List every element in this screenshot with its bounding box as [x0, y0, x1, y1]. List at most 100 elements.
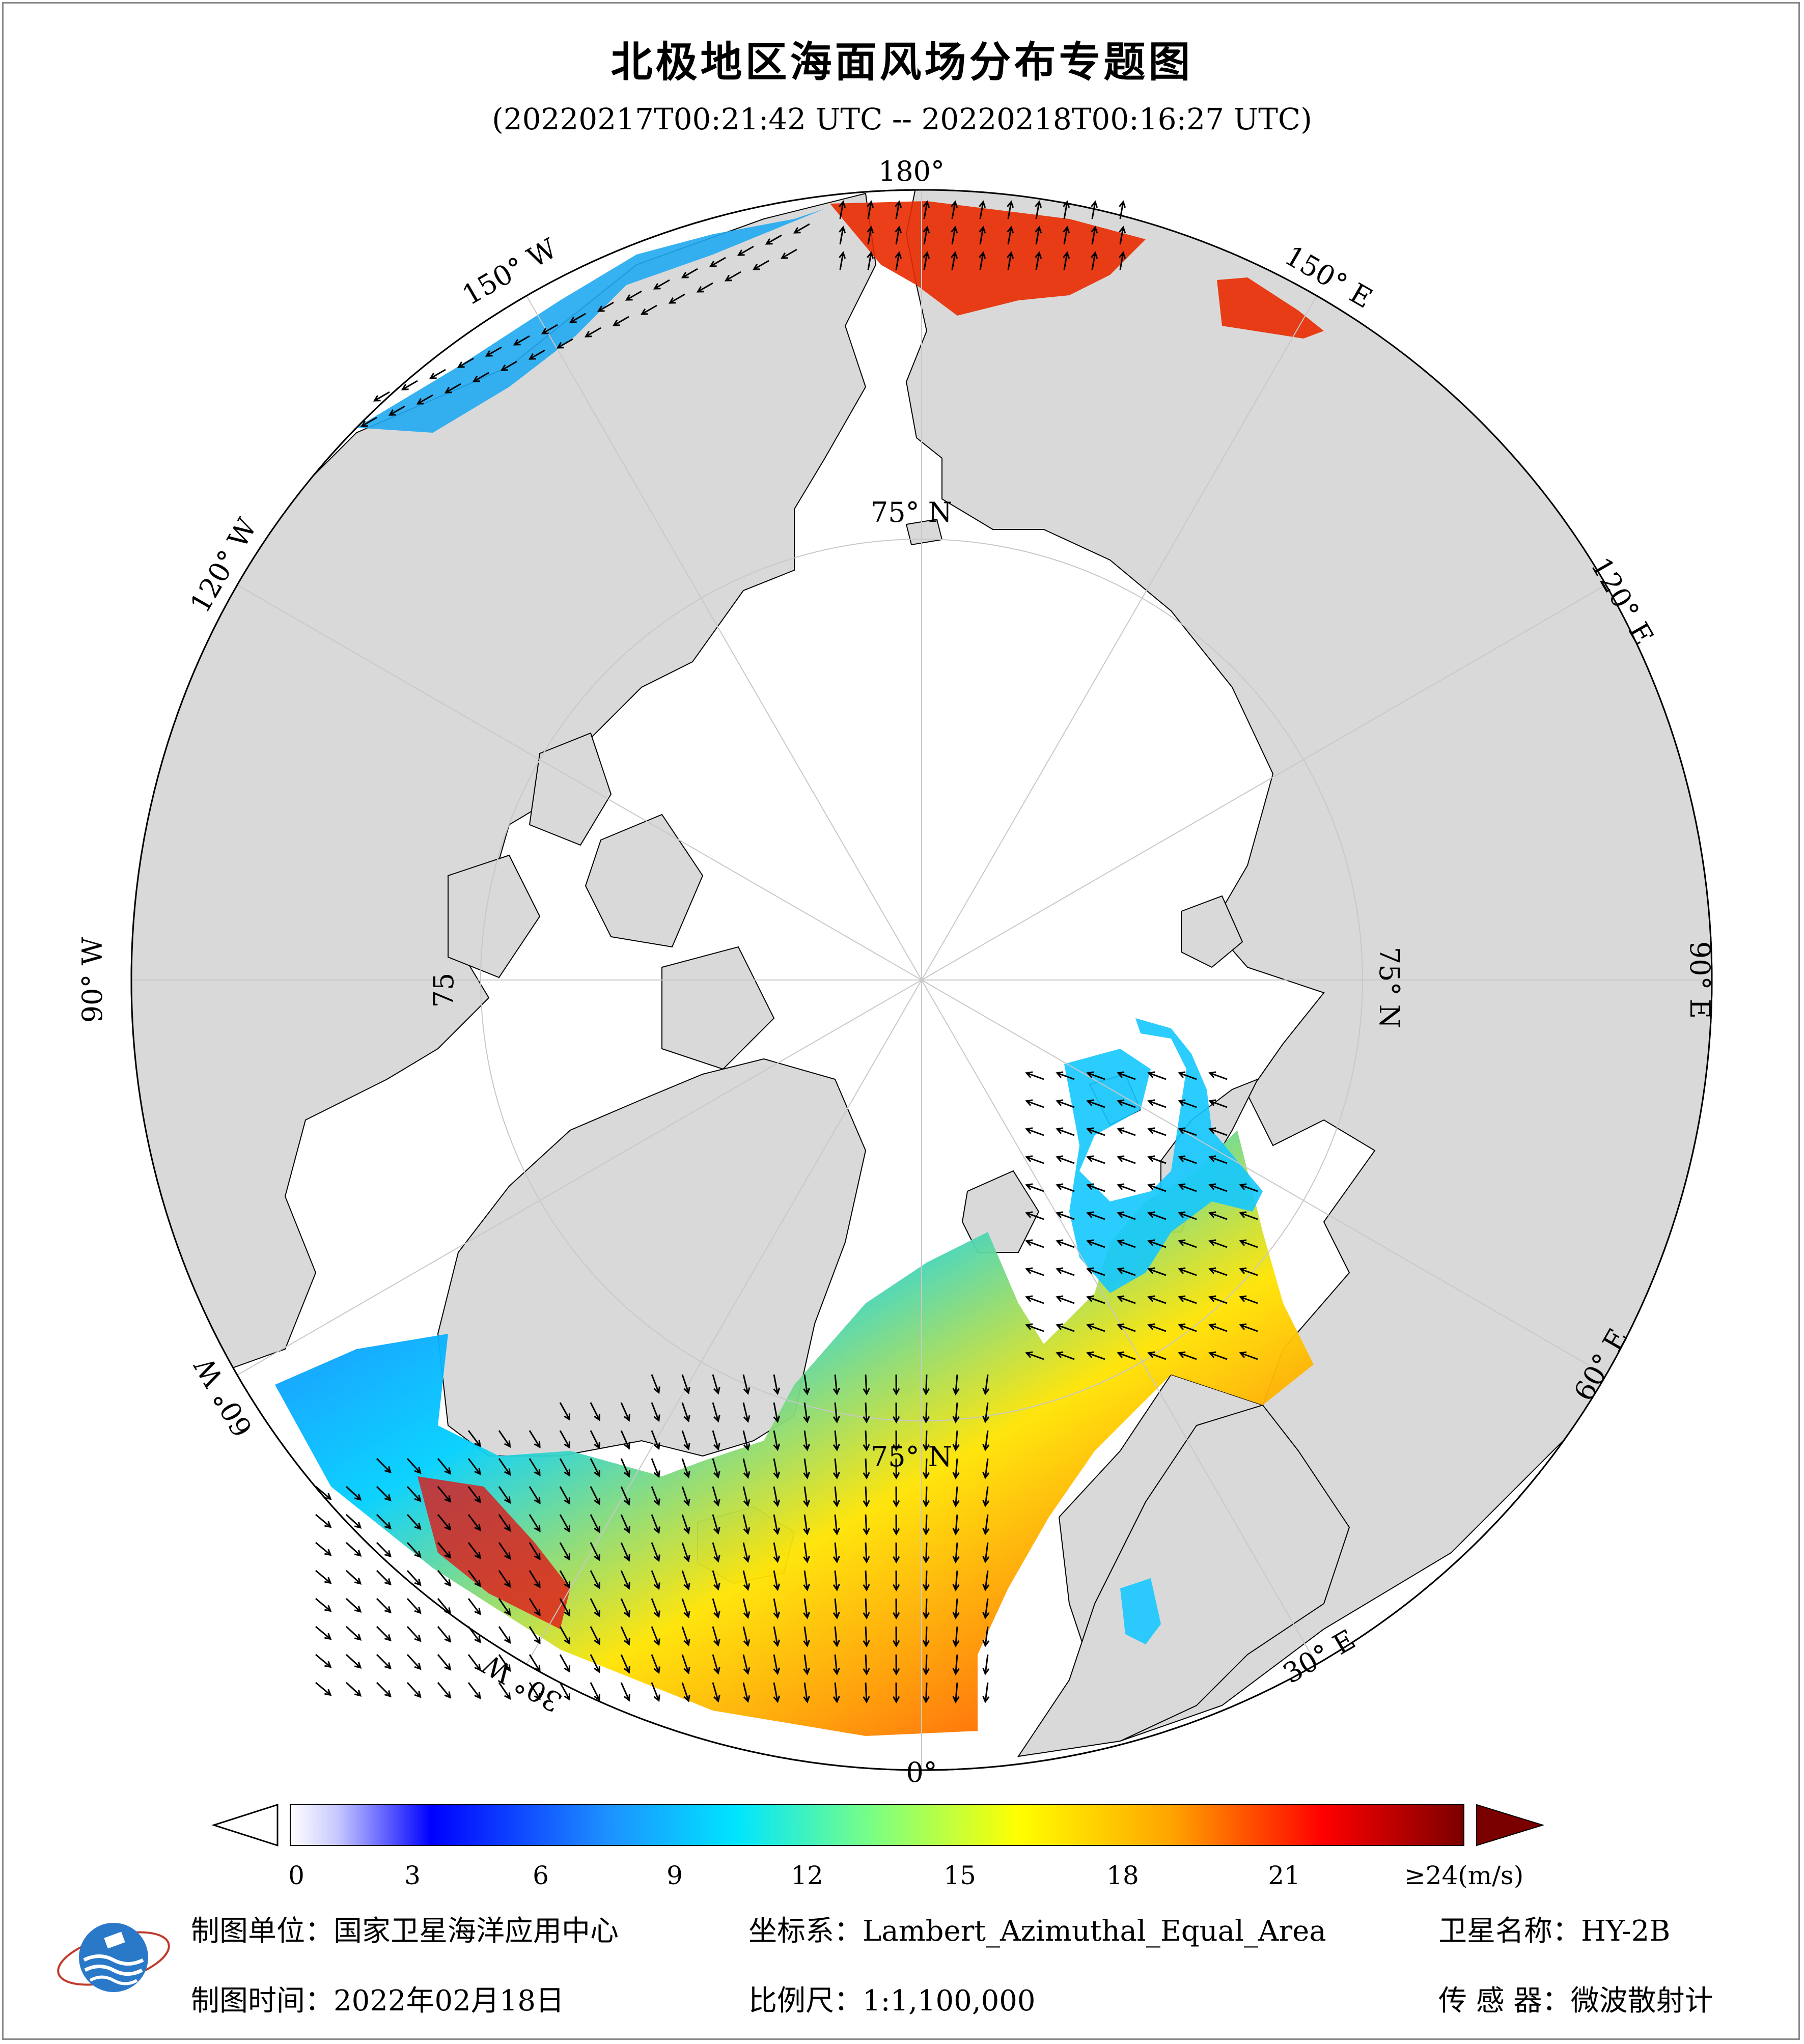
wind-arrow — [832, 1402, 840, 1423]
wind-arrow — [620, 1626, 630, 1646]
wind-arrow — [345, 1626, 362, 1641]
wind-arrow — [1147, 1295, 1167, 1304]
wind-arrow — [681, 1682, 690, 1702]
wind-arrow — [681, 1402, 690, 1422]
wind-arrow — [1091, 200, 1098, 219]
wind-arrow — [1086, 1267, 1105, 1276]
wind-arrow — [780, 248, 797, 259]
wind-arrow — [1007, 200, 1014, 219]
wind-arrow — [803, 1654, 811, 1675]
wind-arrow — [832, 1458, 840, 1479]
wind-arrow — [1056, 1071, 1075, 1080]
wind-vectors — [315, 200, 1258, 1704]
archipelago-island — [448, 854, 541, 978]
wind-arrow — [709, 257, 726, 267]
wind-arrow — [376, 1654, 392, 1670]
wind-arrow — [1025, 1323, 1044, 1332]
wind-arrow — [982, 1626, 990, 1647]
wind-arrow — [681, 1542, 690, 1562]
wind-arrow — [612, 316, 629, 326]
wind-arrow — [559, 1514, 571, 1533]
wind-arrow — [1025, 1071, 1044, 1080]
wind-arrow — [620, 1458, 630, 1478]
wind-arrow — [1025, 1155, 1044, 1164]
wind-arrow — [893, 1458, 900, 1480]
lon-label-0: 0° — [906, 1756, 937, 1788]
wind-arrow — [923, 226, 930, 245]
wind-arrow — [742, 1542, 751, 1563]
lat-label-left: 75 — [428, 973, 460, 1008]
wind-arrow — [467, 1430, 481, 1447]
wind-arrow — [376, 1682, 392, 1698]
wind-arrow — [590, 1514, 600, 1533]
wind-arrow — [712, 1514, 720, 1535]
wind-arrow — [803, 1430, 811, 1451]
wind-arrow — [803, 1514, 811, 1535]
wind-arrow — [832, 1542, 840, 1563]
wind-arrow — [1091, 251, 1098, 270]
svalbard-land — [961, 1170, 1040, 1253]
wind-arrow — [556, 338, 573, 349]
wind-arrow — [712, 1626, 720, 1647]
colorbar-over-arrow — [1476, 1804, 1545, 1846]
wind-arrow — [742, 1486, 751, 1507]
wind-arrow — [803, 1570, 811, 1591]
wind-arrow — [559, 1598, 571, 1617]
wind-arrow — [1025, 1351, 1044, 1360]
wind-arrow — [893, 1598, 900, 1620]
wind-arrow — [1117, 1211, 1136, 1220]
wind-arrow — [681, 1654, 690, 1674]
wind-arrow — [922, 1682, 930, 1704]
wind-arrow — [742, 1626, 751, 1647]
wind-arrow — [406, 1570, 422, 1586]
wind-arrow — [696, 282, 713, 293]
wind-arrow — [1056, 1211, 1075, 1220]
wind-arrow — [1086, 1323, 1105, 1332]
wind-arrow — [1178, 1295, 1197, 1304]
wind-arrow — [437, 1626, 452, 1643]
wind-arrow — [681, 1374, 690, 1394]
wind-swath-east-siberian — [1217, 277, 1324, 339]
wind-arrow — [1056, 1127, 1075, 1136]
wind-arrow — [832, 1682, 840, 1703]
wind-arrow — [893, 1654, 900, 1676]
wind-arrow — [1239, 1323, 1258, 1332]
wind-arrow — [345, 1542, 362, 1557]
wind-arrow — [742, 1654, 751, 1675]
wind-arrow — [952, 1626, 960, 1647]
wind-arrow — [1117, 1239, 1136, 1248]
wind-arrow — [1025, 1183, 1044, 1192]
wind-arrow — [923, 200, 930, 219]
wind-arrow — [1007, 251, 1014, 270]
wind-arrow — [1178, 1099, 1197, 1108]
wind-arrow — [681, 1458, 690, 1478]
wind-arrow — [982, 1654, 990, 1675]
wind-arrow — [982, 1598, 990, 1619]
wind-arrow — [620, 1654, 630, 1674]
wind-arrow — [773, 1374, 781, 1395]
wind-arrow — [529, 1514, 541, 1532]
wind-arrow — [590, 1542, 600, 1561]
wind-arrow — [457, 357, 474, 368]
wind-arrow — [839, 226, 846, 245]
wind-arrow — [584, 327, 601, 338]
wind-arrow — [651, 1682, 660, 1702]
wind-arrow — [500, 360, 517, 371]
wind-arrow — [951, 251, 958, 270]
wind-arrow — [982, 1542, 990, 1563]
wind-arrow — [893, 1626, 900, 1648]
wind-arrow — [498, 1598, 511, 1616]
wind-arrow — [922, 1374, 930, 1396]
wind-arrow — [467, 1458, 481, 1475]
wind-arrow — [1178, 1267, 1197, 1276]
lon-label-180: 180° — [878, 155, 945, 187]
wind-arrow — [315, 1654, 332, 1668]
wind-arrow — [773, 1598, 781, 1619]
wind-arrow — [437, 1598, 452, 1615]
wind-arrow — [388, 405, 405, 416]
archipelago-island — [585, 814, 704, 948]
wind-arrow — [839, 251, 846, 270]
wind-arrow — [832, 1486, 840, 1507]
wind-arrow — [498, 1542, 511, 1560]
